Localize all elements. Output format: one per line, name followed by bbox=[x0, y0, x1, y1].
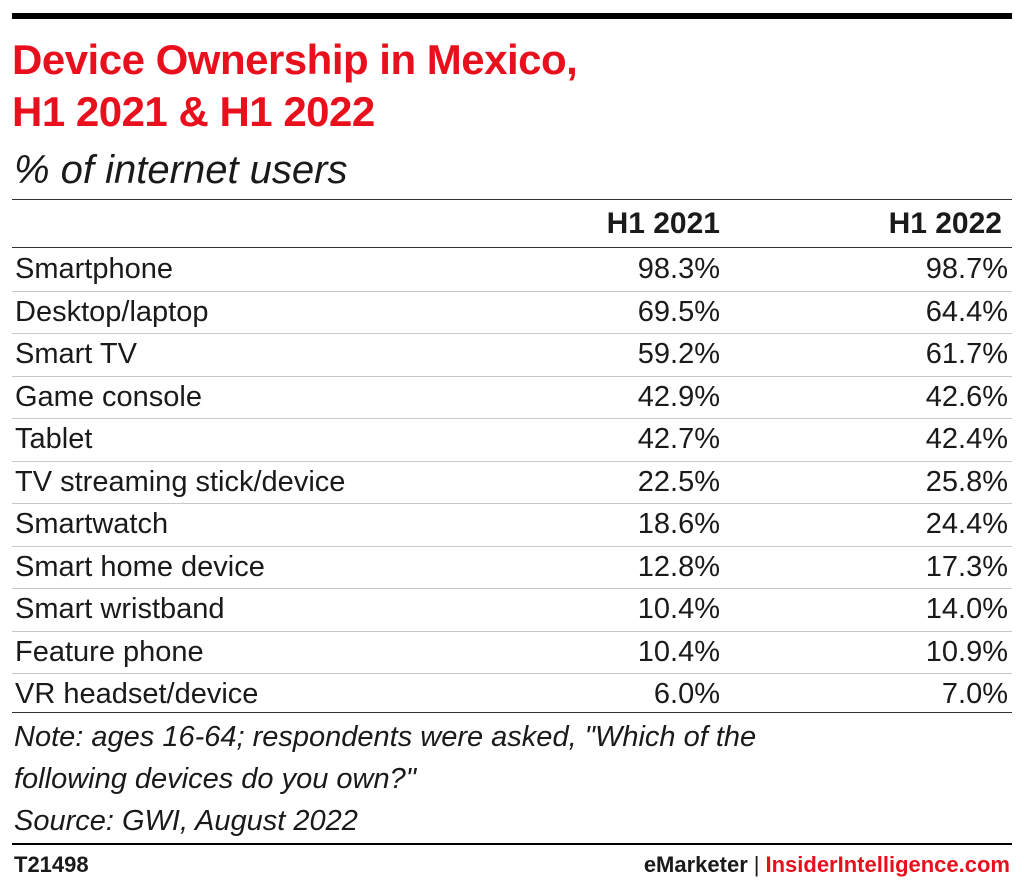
top-rule bbox=[12, 13, 1012, 19]
cell-h1-2022: 61.7% bbox=[925, 338, 1008, 370]
cell-h1-2021: 42.7% bbox=[637, 423, 720, 455]
cell-h1-2022: 42.6% bbox=[925, 380, 1008, 413]
cell-h1-2022: 14.0% bbox=[925, 593, 1008, 625]
cell-h1-2021: 42.9% bbox=[637, 380, 720, 413]
row-separator bbox=[12, 673, 1012, 674]
title-line-2: H1 2021 & H1 2022 bbox=[12, 88, 375, 135]
chart-subtitle: % of internet users bbox=[14, 148, 348, 192]
row-label: Smart wristband bbox=[15, 593, 225, 625]
chart-title: Device Ownership in Mexico, H1 2021 & H1… bbox=[12, 34, 1012, 138]
row-label: Desktop/laptop bbox=[15, 295, 209, 328]
row-separator bbox=[12, 418, 1012, 419]
table-row: Smart TV 59.2% 61.7% bbox=[12, 333, 1012, 375]
row-separator bbox=[12, 333, 1012, 334]
cell-h1-2022: 98.7% bbox=[925, 253, 1008, 285]
cell-h1-2021: 59.2% bbox=[637, 338, 720, 370]
cell-h1-2021: 18.6% bbox=[637, 508, 720, 540]
table-bottom-rule bbox=[12, 712, 1012, 713]
table-row: Smart wristband 10.4% 14.0% bbox=[12, 588, 1012, 630]
note-line-2: following devices do you own?" bbox=[14, 763, 417, 795]
cell-h1-2022: 42.4% bbox=[925, 423, 1008, 455]
cell-h1-2021: 69.5% bbox=[637, 295, 720, 328]
brand-insiderintelligence: InsiderIntelligence.com bbox=[765, 852, 1010, 877]
brand-separator: | bbox=[753, 852, 760, 877]
source-text: Source: GWI, August 2022 bbox=[14, 805, 358, 837]
row-separator bbox=[12, 503, 1012, 504]
table-row: Smartphone 98.3% 98.7% bbox=[12, 248, 1012, 290]
title-line-1: Device Ownership in Mexico, bbox=[12, 36, 578, 83]
table-row: TV streaming stick/device 22.5% 25.8% bbox=[12, 461, 1012, 503]
cell-h1-2022: 64.4% bbox=[925, 295, 1008, 328]
note-line-1: Note: ages 16-64; respondents were asked… bbox=[14, 721, 757, 753]
row-label: Smart home device bbox=[15, 550, 265, 583]
cell-h1-2021: 98.3% bbox=[637, 253, 720, 285]
row-label: Smartwatch bbox=[15, 508, 169, 540]
row-label: Tablet bbox=[15, 423, 93, 455]
cell-h1-2021: 10.4% bbox=[637, 635, 720, 668]
row-separator bbox=[12, 588, 1012, 589]
table-row: Tablet 42.7% 42.4% bbox=[12, 418, 1012, 460]
cell-h1-2022: 7.0% bbox=[941, 678, 1008, 710]
table-row: Smart home device 12.8% 17.3% bbox=[12, 546, 1012, 588]
notes-block: Note: ages 16-64; respondents were asked… bbox=[14, 716, 1004, 842]
row-separator bbox=[12, 460, 1012, 462]
footer-brand: eMarketer | InsiderIntelligence.com bbox=[644, 852, 1010, 878]
table-row: Game console 42.9% 42.6% bbox=[12, 376, 1012, 418]
cell-h1-2022: 25.8% bbox=[925, 465, 1008, 498]
cell-h1-2021: 6.0% bbox=[653, 678, 720, 710]
row-label: Smartphone bbox=[15, 253, 173, 285]
chart-id: T21498 bbox=[14, 852, 89, 877]
column-header-h1-2022: H1 2022 bbox=[888, 207, 1002, 240]
header-top-rule bbox=[12, 199, 1012, 200]
row-label: VR headset/device bbox=[15, 678, 259, 710]
row-label: Feature phone bbox=[15, 635, 204, 668]
cell-h1-2022: 17.3% bbox=[925, 550, 1008, 583]
row-separator bbox=[12, 290, 1012, 292]
table-row: Feature phone 10.4% 10.9% bbox=[12, 631, 1012, 673]
table-row: VR headset/device 6.0% 7.0% bbox=[12, 673, 1012, 715]
table-row: Smartwatch 18.6% 24.4% bbox=[12, 503, 1012, 545]
row-separator bbox=[12, 375, 1012, 377]
cell-h1-2021: 22.5% bbox=[637, 465, 720, 498]
row-separator bbox=[12, 545, 1012, 547]
row-label: Smart TV bbox=[15, 338, 137, 370]
row-label: TV streaming stick/device bbox=[15, 465, 346, 498]
row-separator bbox=[12, 630, 1012, 632]
column-header-h1-2021: H1 2021 bbox=[606, 207, 720, 240]
cell-h1-2021: 12.8% bbox=[637, 550, 720, 583]
cell-h1-2021: 10.4% bbox=[637, 593, 720, 625]
brand-emarketer: eMarketer bbox=[643, 852, 748, 877]
row-label: Game console bbox=[15, 380, 202, 413]
cell-h1-2022: 10.9% bbox=[925, 635, 1008, 668]
header-bottom-rule bbox=[12, 247, 1012, 248]
cell-h1-2022: 24.4% bbox=[925, 508, 1008, 540]
footer-rule bbox=[12, 843, 1012, 845]
table-row: Desktop/laptop 69.5% 64.4% bbox=[12, 291, 1012, 333]
